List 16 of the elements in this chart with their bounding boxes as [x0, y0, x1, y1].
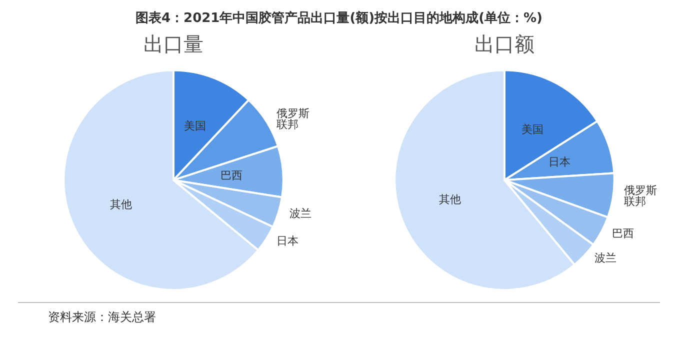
slice-label: 美国 [521, 122, 544, 136]
slice-label: 俄罗斯联邦 [624, 184, 658, 208]
slice-label: 美国 [184, 120, 206, 133]
text: 图表4：2021年中国胶管产品出口量(额)按出口目的地构成(单位：%) [134, 10, 544, 28]
chart-subtitle: 出口额 [474, 34, 534, 56]
slice-label: 波兰 [289, 207, 312, 220]
slice-label: 波兰 [594, 252, 617, 265]
slice-label: 俄罗斯联邦 [276, 107, 310, 132]
slice-label: 其他 [110, 198, 132, 212]
chart-subtitle: 出口量 [144, 34, 204, 56]
slice-label: 巴西 [612, 226, 634, 240]
slice-label: 日本 [276, 234, 299, 248]
text: 资料来源：海关总署 [47, 309, 157, 326]
slice-label: 其他 [438, 193, 461, 206]
slice-label: 巴西 [220, 169, 242, 182]
slice-label: 日本 [548, 156, 571, 169]
